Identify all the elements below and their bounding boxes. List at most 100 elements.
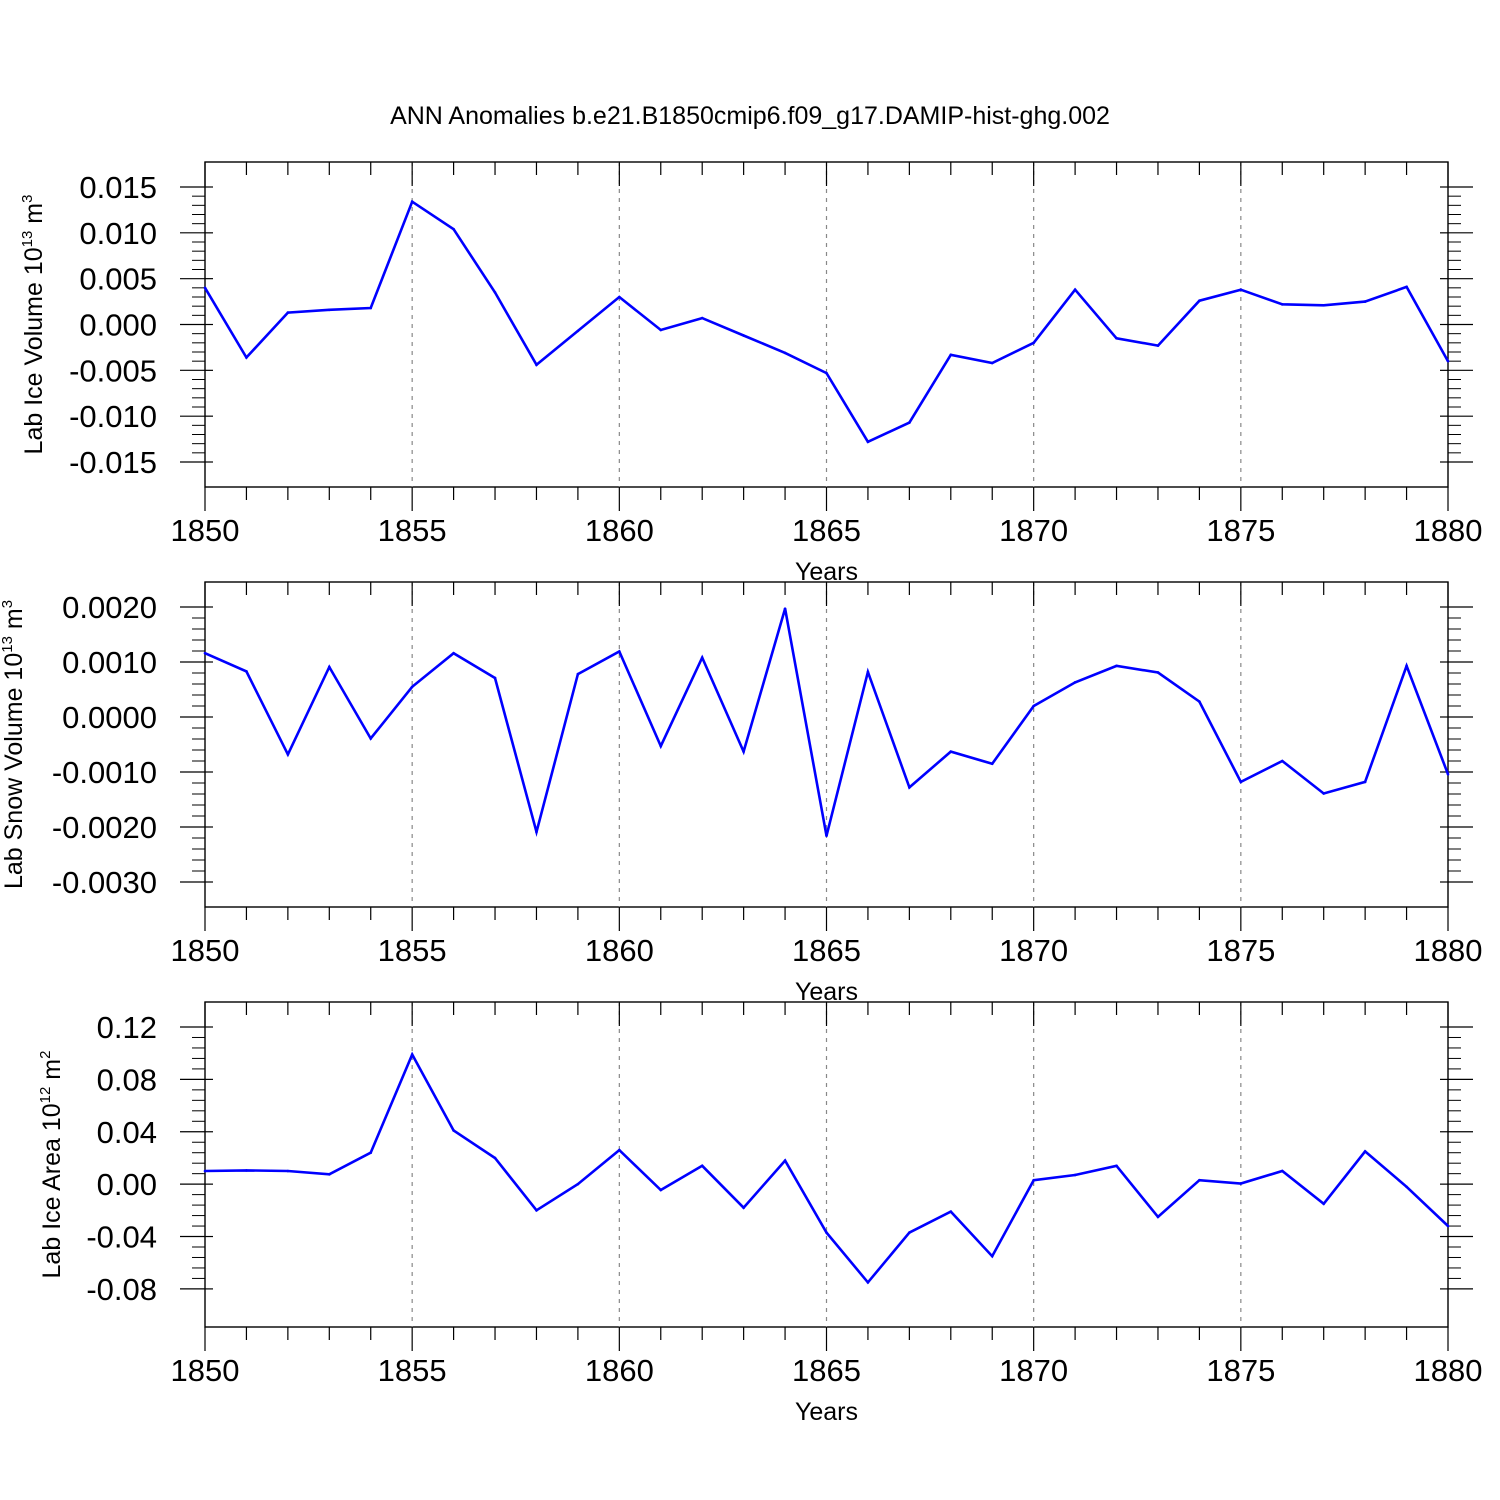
data-point <box>1156 671 1160 674</box>
data-point <box>1446 1224 1450 1228</box>
y-axis-label-exponent: 12 <box>37 1087 54 1104</box>
x-tick-label: 1880 <box>1414 1353 1483 1388</box>
data-point <box>866 440 870 444</box>
data-point <box>1032 704 1035 708</box>
y-tick-label: 0.000 <box>79 308 157 343</box>
data-point <box>1280 303 1284 306</box>
data-point <box>328 1173 331 1176</box>
data-point <box>783 1159 787 1162</box>
data-point <box>203 651 207 655</box>
x-tick-label: 1850 <box>171 933 240 968</box>
data-point <box>576 672 580 676</box>
y-tick-label: -0.08 <box>86 1272 157 1307</box>
y-tick-label: -0.0020 <box>52 810 157 845</box>
y-axis-label-unit-exponent: 3 <box>0 600 16 608</box>
panel-1: 0.015 0.010 0.005 0.000 -0.005 -0.010 -0.015 18… <box>19 161 1482 586</box>
data-point <box>452 1129 455 1132</box>
y-tick-label: 0.015 <box>79 170 157 205</box>
x-tick-label: 1870 <box>999 933 1068 968</box>
y-axis-label: Lab Snow Volume 1013 m3 <box>0 600 28 889</box>
data-point <box>1280 1169 1284 1173</box>
data-point <box>576 329 580 333</box>
y-axis-label: Lab Ice Area 1012 m2 <box>37 1051 66 1279</box>
data-point <box>659 1188 663 1192</box>
data-point <box>245 1169 248 1172</box>
y-tick-label: -0.0010 <box>52 755 157 790</box>
data-point <box>908 421 911 424</box>
x-tick-label: 1860 <box>585 513 654 548</box>
panel-2: 0.0020 0.0010 0.0000 -0.0010 -0.0020 -0.0030 1… <box>0 581 1483 1006</box>
y-tick-label: 0.00 <box>97 1167 157 1202</box>
chart-title: ANN Anomalies b.e21.B1850cmip6.f09_g17.D… <box>390 102 1110 130</box>
data-point <box>783 607 787 610</box>
data-point <box>990 1254 994 1258</box>
data-point <box>286 1169 290 1173</box>
x-tick-label: 1880 <box>1414 933 1483 968</box>
data-point <box>1032 341 1035 345</box>
data-point <box>1198 1178 1201 1182</box>
data-point <box>1073 1173 1077 1177</box>
data-point <box>1322 1202 1325 1206</box>
y-axis-label-unit: m <box>38 1059 66 1087</box>
data-point <box>1239 288 1243 291</box>
data-point <box>1239 1182 1243 1185</box>
x-tick-label: 1855 <box>378 933 447 968</box>
y-tick-label: -0.04 <box>86 1220 157 1255</box>
data-point <box>1446 359 1450 363</box>
data-point <box>825 371 828 375</box>
y-axis-label-exponent: 13 <box>0 636 16 653</box>
y-tick-label: 0.0000 <box>62 700 157 735</box>
data-point <box>949 1210 953 1213</box>
data-point <box>700 316 704 320</box>
data-point <box>1405 1185 1408 1189</box>
x-tick-label: 1875 <box>1206 933 1275 968</box>
data-point <box>618 1148 621 1152</box>
y-tick-label: 0.0010 <box>62 645 157 680</box>
data-point <box>700 656 704 659</box>
data-point <box>328 308 331 312</box>
data-point <box>1156 1215 1160 1219</box>
data-point <box>659 744 663 748</box>
y-axis-label-unit-exponent: 2 <box>37 1051 54 1059</box>
data-point <box>535 1209 538 1212</box>
data-point <box>990 762 994 766</box>
data-point <box>742 750 745 753</box>
data-point <box>1363 300 1367 303</box>
y-axis-label-unit: m <box>20 203 48 231</box>
data-point <box>1363 1150 1367 1153</box>
x-tick-label: 1870 <box>999 1353 1068 1388</box>
data-point <box>1322 792 1325 795</box>
data-point <box>410 685 414 689</box>
data-point <box>866 1281 870 1284</box>
x-tick-label: 1850 <box>171 1353 240 1388</box>
x-tick-label: 1860 <box>585 933 654 968</box>
data-point <box>990 361 994 365</box>
data-point <box>1115 1164 1118 1168</box>
data-point <box>700 1164 704 1168</box>
data-point <box>908 1231 911 1234</box>
data-point <box>1280 759 1284 763</box>
y-axis-label-unit: m <box>0 608 28 636</box>
y-axis-label-main: Lab Ice Volume 10 <box>20 247 48 454</box>
data-point <box>369 1151 373 1155</box>
data-point <box>245 356 248 359</box>
data-point <box>452 651 455 655</box>
x-tick-label: 1855 <box>378 513 447 548</box>
y-axis-label-main: Lab Ice Area 10 <box>38 1103 66 1278</box>
x-tick-label: 1865 <box>792 513 861 548</box>
data-point <box>1322 303 1325 307</box>
data-point <box>203 286 207 290</box>
x-axis-label: Years <box>795 1398 858 1426</box>
y-tick-label: 0.005 <box>79 262 157 297</box>
data-point <box>286 311 290 314</box>
data-point <box>535 363 538 367</box>
x-tick-label: 1875 <box>1206 1353 1275 1388</box>
data-point <box>203 1169 207 1173</box>
data-point <box>1405 285 1408 289</box>
data-point <box>369 737 373 740</box>
data-point <box>1115 336 1118 340</box>
data-point <box>245 670 248 673</box>
y-tick-label: -0.015 <box>69 445 157 480</box>
data-point <box>866 670 870 674</box>
y-tick-label: -0.010 <box>69 399 157 434</box>
